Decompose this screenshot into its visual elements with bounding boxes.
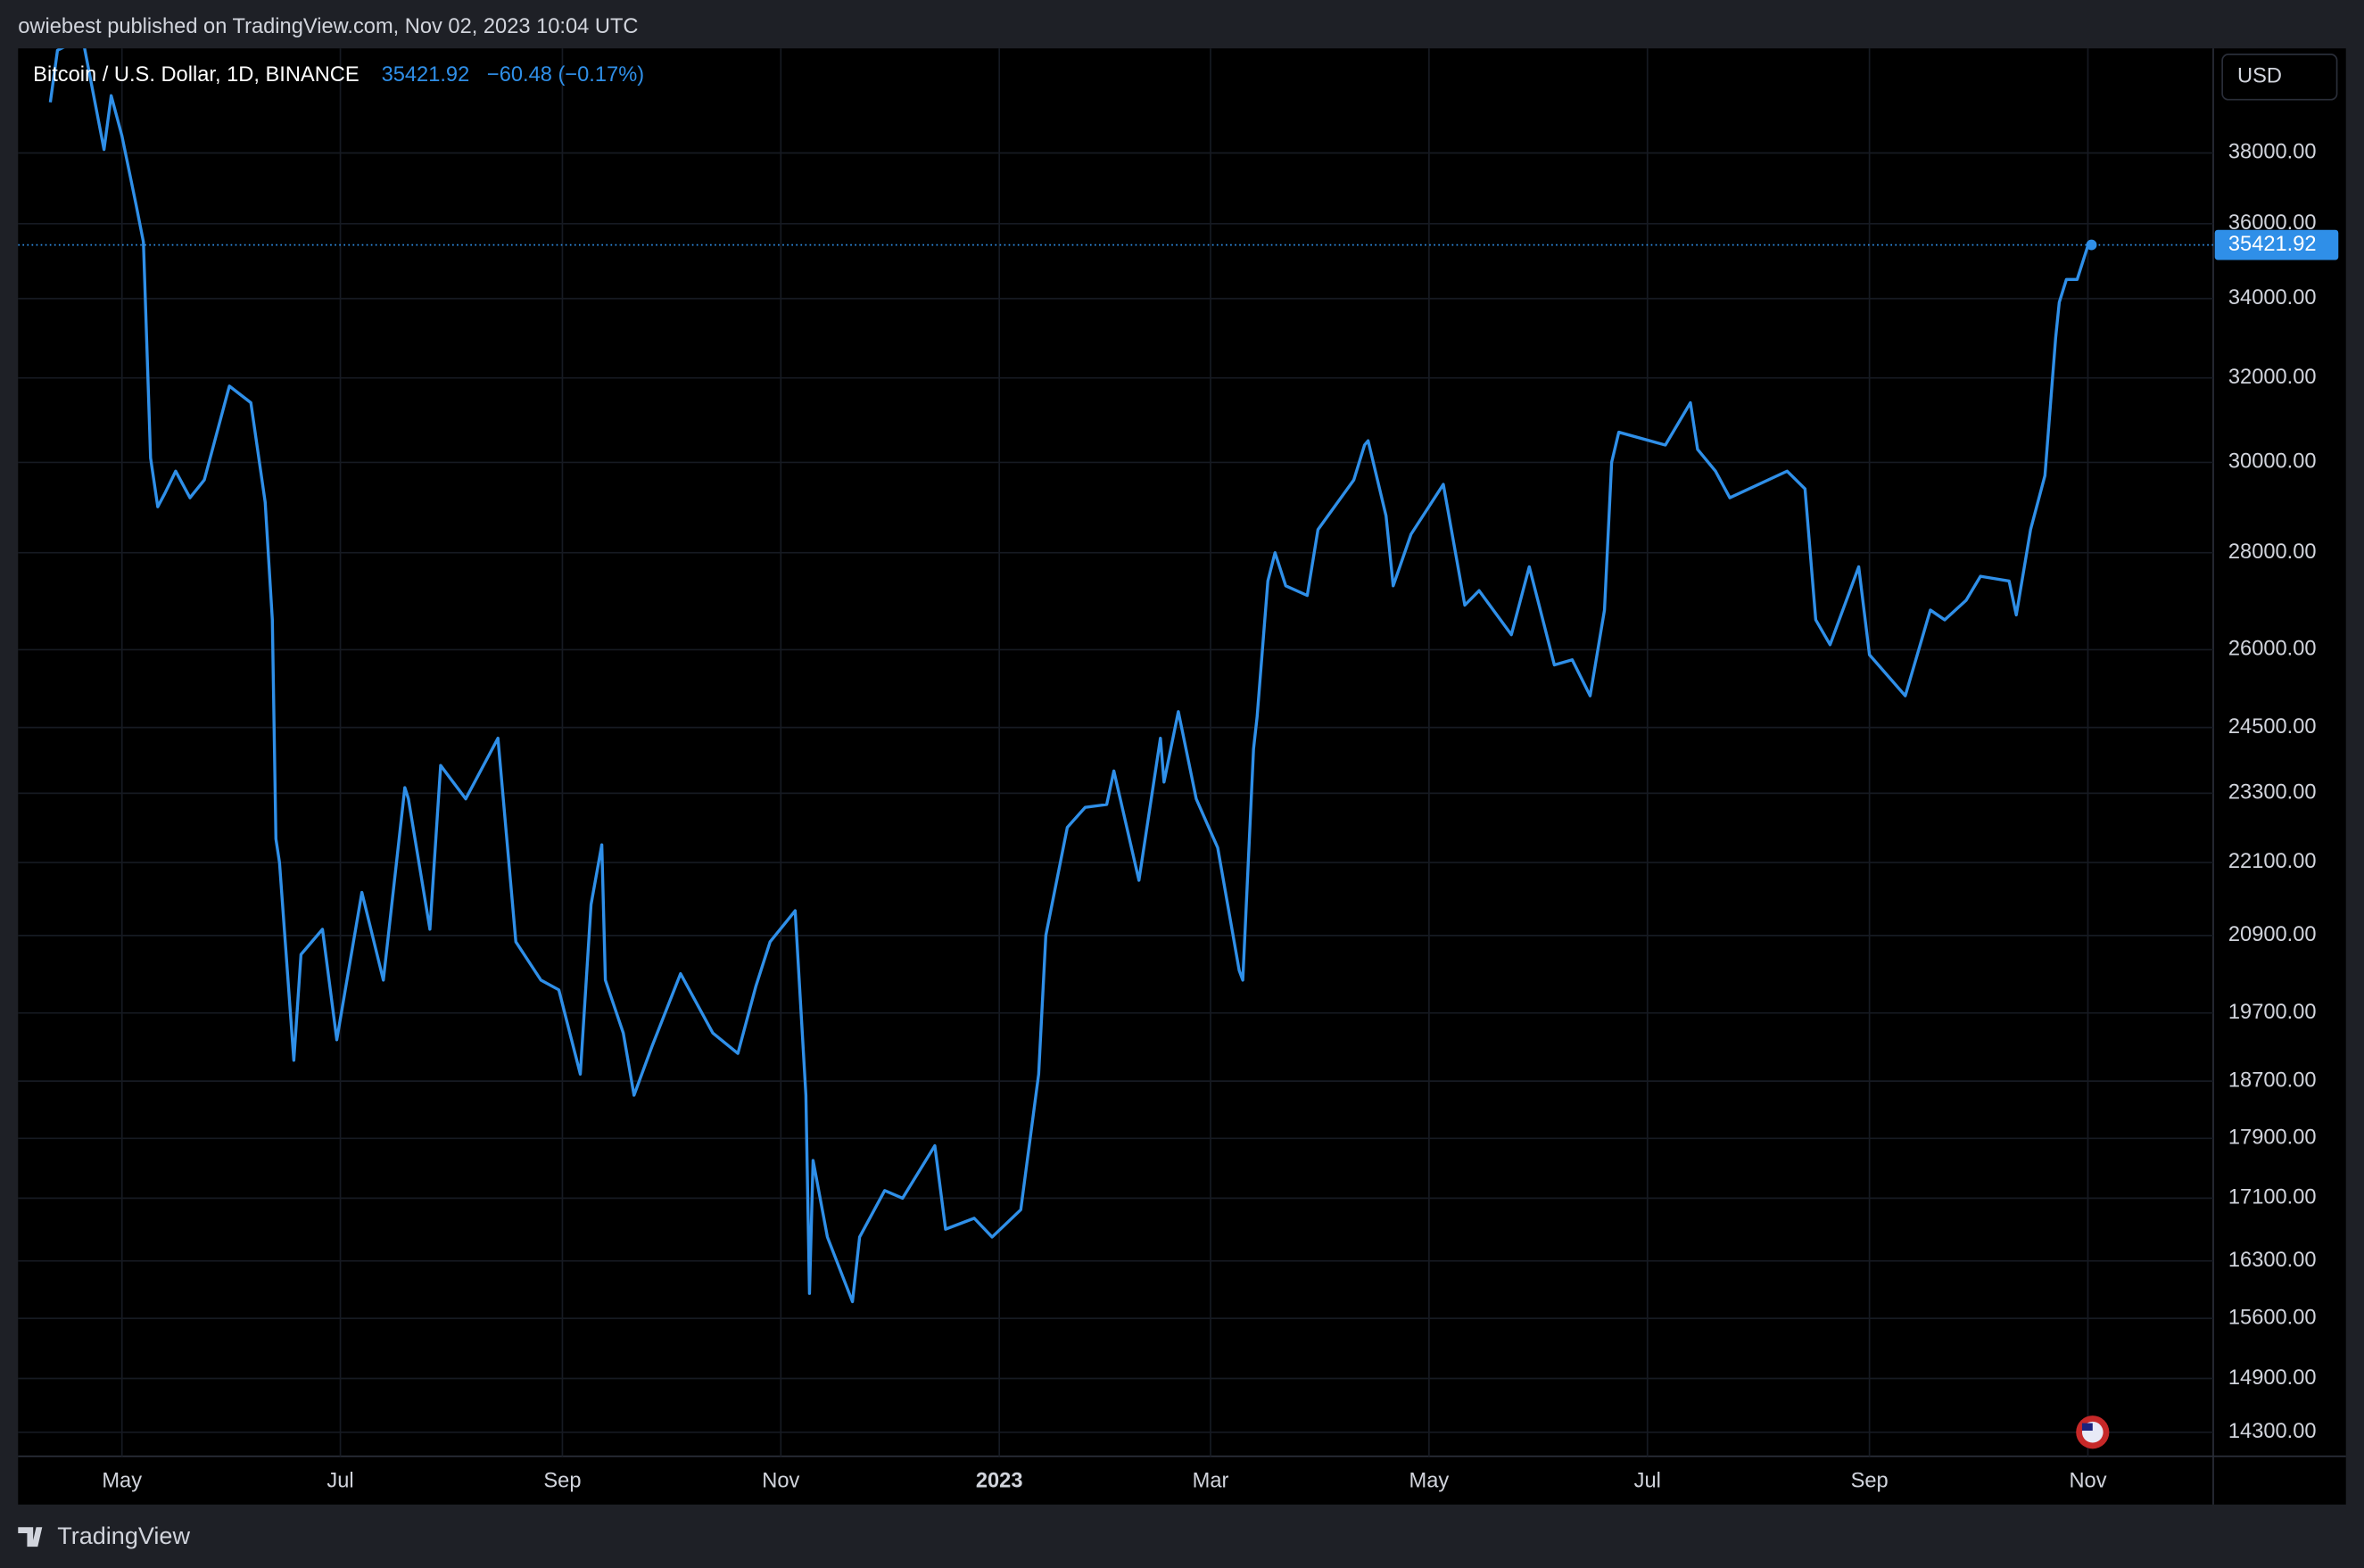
x-tick-label: Jul	[1634, 1470, 1661, 1493]
y-tick-label: 14300.00	[2228, 1420, 2317, 1443]
x-tick-label: 2023	[976, 1470, 1023, 1493]
y-tick-label: 16300.00	[2228, 1249, 2317, 1272]
y-tick-label: 26000.00	[2228, 638, 2317, 661]
y-tick-label: 19700.00	[2228, 1001, 2317, 1024]
price-tag	[2214, 229, 2339, 260]
x-tick-label: Jul	[326, 1470, 353, 1493]
last-price: 35421.92	[382, 63, 470, 87]
y-tick-label: 30000.00	[2228, 450, 2317, 474]
price-line	[48, 48, 2092, 1304]
time-axis	[18, 1456, 2213, 1505]
currency-button[interactable]	[2221, 54, 2338, 101]
y-tick-label: 15600.00	[2228, 1306, 2317, 1329]
y-tick-label: 17900.00	[2228, 1126, 2317, 1150]
x-tick-label: May	[1409, 1470, 1450, 1493]
symbol-title: Bitcoin / U.S. Dollar, 1D, BINANCE	[33, 63, 359, 87]
price-tag-label: 35421.92	[2228, 233, 2317, 256]
y-tick-label: 18700.00	[2228, 1069, 2317, 1092]
y-tick-label: 34000.00	[2228, 286, 2317, 309]
y-tick-label: 28000.00	[2228, 541, 2317, 564]
flag-icon	[2076, 1415, 2110, 1449]
y-tick-label: 14900.00	[2228, 1366, 2317, 1390]
y-tick-label: 22100.00	[2228, 850, 2317, 873]
x-tick-label: Sep	[1851, 1470, 1889, 1493]
brand: TradingView	[57, 1523, 190, 1549]
y-tick-label: 17100.00	[2228, 1186, 2317, 1209]
x-tick-label: Mar	[1193, 1470, 1229, 1493]
y-tick-label: 24500.00	[2228, 715, 2317, 739]
x-tick-label: Sep	[543, 1470, 581, 1493]
y-tick-label: 20900.00	[2228, 923, 2317, 946]
price-change: −60.48 (−0.17%)	[487, 63, 644, 87]
x-tick-label: Nov	[762, 1470, 799, 1493]
y-tick-label: 38000.00	[2228, 141, 2317, 164]
x-tick-label: May	[102, 1470, 142, 1493]
y-tick-label: 23300.00	[2228, 781, 2317, 805]
x-tick-label: Nov	[2069, 1470, 2106, 1493]
y-tick-label: 32000.00	[2228, 366, 2317, 389]
currency[interactable]: USD	[2237, 65, 2282, 88]
last-point	[2086, 239, 2097, 251]
plot-area	[18, 48, 2213, 1457]
published-note: owiebest published on TradingView.com, N…	[18, 15, 638, 38]
tradingview-logo	[18, 1527, 43, 1547]
price-axis	[2212, 48, 2346, 1505]
